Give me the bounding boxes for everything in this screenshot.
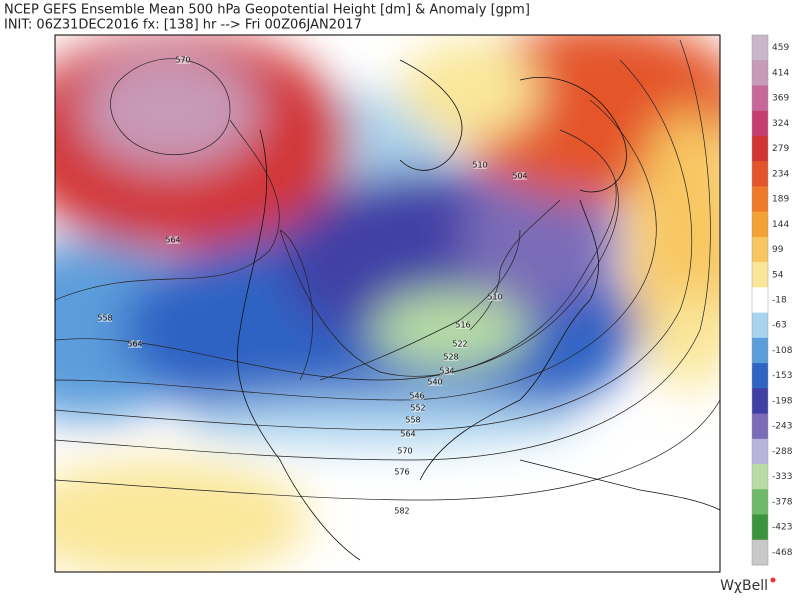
- colorbar-swatch: [752, 287, 768, 314]
- colorbar-tick-label: 234: [772, 169, 789, 179]
- contour-label-bg: [428, 378, 442, 386]
- contour-label-bg: [473, 161, 487, 169]
- contour-label-bg: [395, 507, 409, 515]
- colorbar-tick-label: -198: [772, 396, 793, 406]
- colorbar-tick-label: 279: [772, 144, 789, 154]
- colorbar-tick-label: -243: [772, 422, 792, 432]
- colorbar-swatch: [752, 35, 768, 61]
- colorbar-swatch: [752, 262, 768, 288]
- colorbar-frame: [751, 34, 769, 566]
- colorbar-swatch: [752, 337, 768, 364]
- colorbar-swatch: [752, 85, 768, 112]
- contour-label-bg: [453, 340, 467, 348]
- contour-label: 558: [97, 314, 112, 323]
- map-frame: [54, 34, 721, 573]
- contour-label: 516: [455, 321, 470, 330]
- colorbar-swatch: [752, 135, 768, 162]
- contour-label: 540: [427, 378, 442, 387]
- colorbar-tick-label: -108: [772, 346, 793, 356]
- contour-label-bg: [410, 392, 424, 400]
- colorbar-tick-label: 189: [772, 195, 789, 205]
- contour-label: 558: [405, 416, 420, 425]
- colorbar-tick-label: 459: [772, 43, 789, 53]
- colorbar-tick-label: -63: [772, 321, 787, 331]
- colorbar-swatch: [752, 539, 768, 566]
- colorbar-tick-label: 414: [772, 68, 789, 78]
- contour-label-bg: [176, 56, 190, 64]
- contour-label-bg: [440, 367, 454, 375]
- colorbar-tick-label: 99: [772, 245, 784, 255]
- colorbar-swatch: [752, 312, 768, 339]
- colorbar-tick-label: -378: [772, 497, 793, 507]
- colorbar-tick-label: -288: [772, 447, 793, 457]
- colorbar-swatch: [752, 514, 768, 541]
- contour-label: 528: [443, 353, 458, 362]
- contour-label-bg: [401, 430, 415, 438]
- colorbar-tick-label: 54: [772, 270, 784, 280]
- contour-label: 570: [175, 56, 190, 65]
- colorbar-swatch: [752, 363, 768, 389]
- height-contours: [55, 39, 720, 501]
- colorbar-swatch: [752, 413, 768, 440]
- contour-label: 576: [394, 468, 409, 477]
- colorbar-swatch: [752, 438, 768, 465]
- init-line: INIT: 06Z31DEC2016 fx: [138] hr --> Fri …: [4, 18, 362, 33]
- contour-label-bg: [395, 468, 409, 476]
- colorbar-tick-label: -333: [772, 472, 792, 482]
- contour-label-bg: [513, 172, 527, 180]
- contour-label-bg: [166, 236, 180, 244]
- contour-label: 582: [394, 507, 409, 516]
- contour-label-bg: [398, 447, 412, 455]
- contour-label-bg: [406, 416, 420, 424]
- contour-label: 564: [127, 340, 142, 349]
- colorbar-tick-label: 369: [772, 94, 789, 104]
- colorbar-swatch: [752, 161, 768, 187]
- contour-label: 552: [410, 404, 425, 413]
- colorbar-swatch: [752, 489, 768, 516]
- contour-label: 504: [512, 172, 527, 181]
- colorbar-tick-label: -468: [772, 548, 793, 558]
- colorbar-swatch: [752, 236, 768, 263]
- colorbar-swatch: [752, 388, 768, 415]
- colorbar-swatch: [752, 464, 768, 490]
- colorbar-tick-label: -18: [772, 296, 787, 306]
- contour-label: 510: [487, 293, 502, 302]
- colorbar-tick-label: -423: [772, 523, 792, 533]
- colorbar-tick-label: -153: [772, 371, 792, 381]
- contour-label-bg: [456, 321, 470, 329]
- colorbar-swatch: [752, 60, 768, 86]
- colorbar-swatch: [752, 211, 768, 238]
- contour-label: 564: [165, 236, 180, 245]
- contour-label-bg: [444, 353, 458, 361]
- contour-label-bg: [411, 404, 425, 412]
- colorbar-tick-label: 324: [772, 119, 789, 129]
- colorbar-swatch: [752, 186, 768, 213]
- contour-label-bg: [98, 314, 112, 322]
- map-title: NCEP GEFS Ensemble Mean 500 hPa Geopoten…: [4, 3, 530, 18]
- colorbar: 459 414 369 324 279 234 189 144 99 54 -18 -63 -108 -1…: [751, 34, 793, 566]
- contour-label-bg: [128, 340, 142, 348]
- colorbar-tick-label: 144: [772, 220, 789, 230]
- brand-dot: [770, 577, 776, 583]
- colorbar-swatch: [752, 110, 768, 137]
- anomaly-field: [55, 35, 720, 572]
- contour-label: 570: [397, 447, 412, 456]
- contour-label: 534: [439, 367, 454, 376]
- contour-label-bg: [488, 293, 502, 301]
- contour-label: 546: [409, 392, 424, 401]
- coastlines: [237, 59, 720, 561]
- brand: WχBell: [720, 578, 768, 594]
- contour-label: 564: [400, 430, 415, 439]
- contour-label: 510: [472, 161, 487, 170]
- contour-label: 522: [452, 340, 467, 349]
